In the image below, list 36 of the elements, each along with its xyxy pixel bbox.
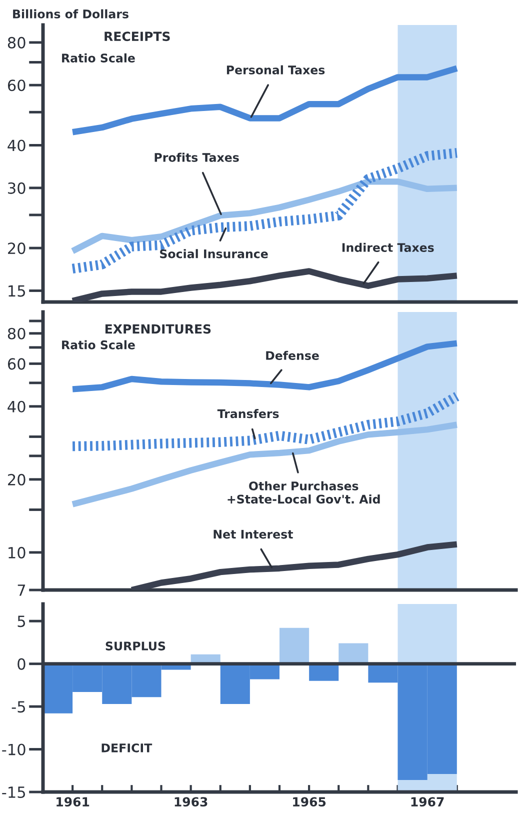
text: Defense	[266, 350, 319, 360]
y-tick-label: -10	[2, 744, 26, 756]
y-tick-label: 7	[18, 584, 26, 596]
y-tick-label: 80	[8, 36, 26, 48]
y-tick-label: 40	[8, 140, 26, 152]
y-tick-label: 20	[8, 474, 26, 486]
y-axis-title: Billions of Dollars	[13, 9, 128, 18]
x-tick-label: 1961	[56, 797, 90, 807]
y-tick-label: 10	[8, 546, 26, 558]
text: Personal Taxes	[226, 65, 325, 74]
y-tick-label: 40	[8, 400, 26, 412]
y-tick-label: 30	[8, 182, 26, 194]
text: Profits Taxes	[154, 152, 239, 162]
x-tick-label: 1963	[174, 797, 208, 807]
text: Net Interest	[214, 530, 293, 539]
series-label: Other Purchases +State-Local Gov't. Aid	[228, 481, 380, 504]
y-tick-label: 60	[8, 80, 26, 92]
y-tick-label: 5	[18, 616, 25, 628]
y-tick-label: 60	[8, 358, 26, 370]
chart-title: RECEIPTS	[104, 32, 170, 42]
y-tick-label: 15	[8, 285, 25, 297]
x-tick-label: 1967	[411, 797, 444, 807]
series-label: Transfers	[217, 409, 279, 418]
y-tick-label: 0	[18, 658, 26, 670]
annotation: Ratio Scale	[62, 53, 135, 62]
series-label: Social Insurance	[160, 249, 268, 258]
annotation: Ratio Scale	[62, 340, 135, 350]
y-tick-label: -15	[2, 786, 25, 798]
y-tick-label: -5	[12, 701, 25, 713]
x-tick-label: 1965	[293, 797, 326, 807]
annotation: DEFICIT	[102, 743, 152, 752]
annotation: SURPLUS	[106, 642, 166, 650]
text: EXPENDITURES	[105, 324, 211, 334]
y-tick-label: 80	[8, 328, 26, 340]
y-tick-label: 20	[8, 242, 26, 254]
text: Indirect Taxes	[342, 242, 434, 252]
